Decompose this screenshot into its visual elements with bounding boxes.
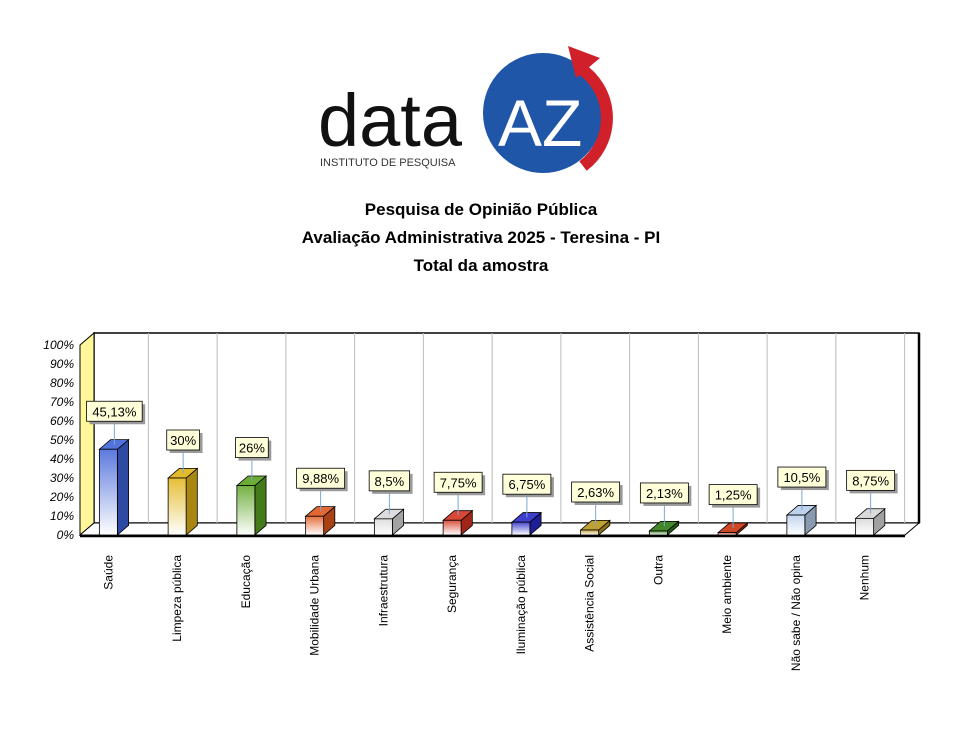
logo-az-mark: AZ	[498, 86, 582, 160]
data-label: 2,63%	[577, 485, 614, 500]
y-tick-label: 30%	[50, 471, 74, 485]
x-tick-label: Meio ambiente	[720, 555, 734, 634]
data-label: 9,88%	[302, 471, 339, 486]
y-tick-label: 90%	[50, 357, 74, 371]
data-label: 1,25%	[715, 488, 752, 503]
x-tick-label: Nenhum	[858, 555, 872, 600]
data-label-box	[571, 481, 621, 503]
data-label: 26%	[239, 441, 265, 456]
x-tick-label: Outra	[651, 555, 665, 585]
bar	[373, 518, 393, 536]
data-label: 30%	[170, 433, 196, 448]
y-tick-label: 80%	[50, 376, 74, 390]
x-tick-label: Infraestrutura	[376, 555, 390, 627]
bar	[305, 515, 325, 536]
bar	[236, 485, 256, 536]
y-tick-label: 40%	[50, 452, 74, 466]
logo-tagline: INSTITUTO DE PESQUISA	[320, 157, 456, 169]
data-label: 8,75%	[852, 473, 889, 488]
x-tick-label: Saúde	[101, 555, 115, 590]
bar-side	[254, 475, 267, 536]
data-label-box	[296, 467, 346, 489]
data-label-box	[846, 469, 896, 491]
data-label: 8,5%	[375, 474, 405, 489]
data-label-box	[86, 400, 143, 422]
bar	[167, 477, 187, 536]
x-tick-label: Segurança	[445, 555, 459, 613]
y-tick-label: 10%	[50, 509, 74, 523]
bar	[511, 521, 531, 536]
bar	[855, 517, 875, 536]
logo-arrowhead	[568, 46, 600, 78]
data-label-box	[368, 470, 410, 492]
bar-side	[185, 467, 198, 536]
data-label-box	[708, 484, 758, 506]
x-tick-label: Mobilidade Urbana	[308, 555, 322, 656]
chart-title-line-3: Total da amostra	[413, 256, 549, 275]
data-label-box	[433, 471, 483, 493]
chart-title-line-2: Avaliação Administrativa 2025 - Teresina…	[301, 228, 661, 247]
data-label-box	[639, 482, 689, 504]
bar	[648, 530, 668, 536]
y-tick-label: 20%	[49, 490, 74, 504]
data-label-box	[166, 429, 200, 451]
x-tick-label: Limpeza pública	[170, 555, 184, 642]
y-tick-label: 60%	[50, 414, 74, 428]
y-tick-label: 0%	[57, 528, 75, 542]
bar-side	[116, 438, 129, 536]
logo-arrow	[576, 62, 613, 171]
y-tick-label: 100%	[43, 338, 74, 352]
chart-left-wall	[79, 331, 95, 537]
bar-chart: 0% 10% 20% 30% 40% 50% 60% 70% 80% 90% 100% 45,13% S…	[43, 331, 921, 671]
logo-wordmark: data	[318, 79, 463, 162]
chart-title-line-1: Pesquisa de Opinião Pública	[364, 200, 598, 219]
data-label-box	[777, 466, 827, 488]
bar	[442, 519, 462, 536]
bar	[717, 532, 737, 536]
data-label: 10,5%	[783, 470, 820, 485]
data-az-logo: data AZ INSTITUTO DE PESQUISA	[318, 46, 613, 173]
data-label: 45,13%	[92, 404, 137, 419]
x-tick-label: Não sabe / Não opina	[789, 555, 803, 671]
logo-globe	[483, 53, 603, 173]
data-label: 2,13%	[646, 486, 683, 501]
x-tick-label: Iluminação pública	[514, 555, 528, 655]
x-tick-label: Assistência Social	[583, 555, 597, 652]
y-tick-label: 70%	[50, 395, 74, 409]
x-tick-label: Educação	[239, 555, 253, 609]
data-label-box	[235, 437, 269, 458]
data-label: 6,75%	[508, 477, 545, 492]
y-tick-label: 50%	[50, 433, 74, 447]
bar	[786, 514, 806, 536]
data-label: 7,75%	[440, 475, 477, 490]
bar	[580, 529, 600, 536]
bar	[98, 448, 118, 536]
data-label-box	[502, 473, 552, 495]
